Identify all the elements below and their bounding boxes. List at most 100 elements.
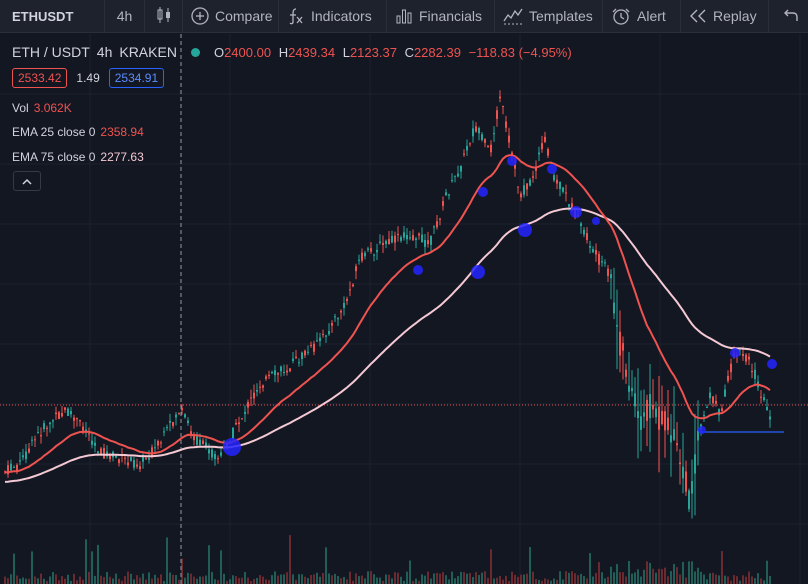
volume-bar (628, 560, 630, 584)
undo-button[interactable] (769, 0, 807, 33)
candle-body (271, 371, 273, 374)
candle-body (202, 440, 204, 445)
candle-body (13, 466, 15, 468)
candle-body (328, 331, 330, 335)
chevron-up-icon (22, 172, 32, 190)
candle-body (211, 449, 213, 458)
symbol-search-button[interactable]: ETHUSDT (0, 0, 105, 33)
volume-bar (385, 574, 387, 584)
ema25-legend[interactable]: EMA 25 close 0 2358.94 (12, 125, 144, 139)
candle-body (127, 462, 129, 466)
collapse-legend-button[interactable] (13, 171, 41, 191)
candle-body (628, 385, 630, 392)
volume-bar (190, 573, 192, 584)
volume-bar (556, 579, 558, 584)
alert-button[interactable]: Alert (603, 0, 681, 33)
volume-bar (58, 580, 60, 584)
candles-icon (156, 6, 172, 27)
volume-bar (316, 572, 318, 584)
candle-body (367, 248, 369, 250)
candle-body (448, 194, 450, 196)
volume-bar (229, 579, 231, 584)
candle-body (124, 457, 126, 459)
volume-bar (412, 580, 414, 584)
volume-bar (139, 577, 141, 584)
templates-button[interactable]: Templates (495, 0, 603, 33)
volume-bar (193, 576, 195, 584)
volume-bar (526, 573, 528, 584)
volume-bar (382, 580, 384, 584)
candle-body (391, 235, 393, 243)
candle-body (196, 436, 198, 445)
candle-body (49, 422, 51, 425)
volume-bar (208, 545, 210, 584)
price-chart[interactable] (0, 34, 808, 584)
volume-bar (700, 571, 702, 584)
compare-button[interactable]: Compare (183, 0, 279, 33)
candle-body (622, 343, 624, 351)
volume-bar (172, 574, 174, 584)
candle-body (400, 237, 402, 241)
volume-bar (22, 577, 24, 584)
volume-bar (121, 580, 123, 584)
ema25-line (4, 154, 771, 474)
volume-bars (4, 535, 771, 584)
volume-bar (427, 571, 429, 584)
ema25-label: EMA 25 close 0 (12, 125, 96, 139)
candle-body (514, 164, 516, 169)
volume-bar (622, 572, 624, 584)
candle-body (406, 234, 408, 240)
legend-exchange: KRAKEN (119, 44, 177, 60)
volume-bar (742, 575, 744, 584)
volume-bar (472, 576, 474, 584)
volume-bar (697, 567, 699, 584)
candle-body (496, 110, 498, 119)
volume-bar (376, 577, 378, 584)
legend-symbol: ETH / USDT (12, 44, 90, 60)
signal-marker (471, 265, 485, 279)
candle-body (193, 434, 195, 441)
volume-bar (349, 571, 351, 584)
candle-body (244, 411, 246, 414)
volume-bar (64, 578, 66, 584)
volume-bar (763, 580, 765, 584)
candle-body (292, 358, 294, 361)
volume-bar (577, 575, 579, 584)
indicators-button[interactable]: Indicators (279, 0, 387, 33)
candle-body (82, 426, 84, 431)
candle-body (7, 465, 9, 475)
candle-body (205, 442, 207, 446)
candle-body (637, 411, 639, 419)
candle-body (79, 419, 81, 422)
volume-bar (166, 537, 168, 584)
volume-bar (130, 573, 132, 584)
volume-bar (613, 572, 615, 584)
candle-body (595, 250, 597, 255)
volume-bar (88, 571, 90, 584)
candle-body (187, 420, 189, 424)
volume-bar (148, 572, 150, 584)
candle-body (268, 374, 270, 377)
interval-button[interactable]: 4h (105, 0, 145, 33)
volume-bar (247, 577, 249, 584)
financials-button[interactable]: Financials (387, 0, 495, 33)
candle-body (10, 463, 12, 471)
sell-price-button[interactable]: 2533.42 (12, 68, 68, 88)
replay-button[interactable]: Replay (681, 0, 769, 33)
candle-body (766, 406, 768, 410)
candle-body (583, 229, 585, 235)
buy-price-button[interactable]: 2534.91 (108, 68, 165, 88)
candle-body (148, 457, 150, 460)
candle-body (109, 454, 111, 460)
volume-legend[interactable]: Vol 3.062K (12, 101, 72, 115)
chart-type-button[interactable] (145, 0, 183, 33)
signal-marker (767, 359, 777, 369)
candle-body (691, 481, 693, 494)
high-label: H (278, 44, 289, 60)
volume-bar (265, 579, 267, 584)
ema75-legend[interactable]: EMA 75 close 0 2277.63 (12, 150, 144, 164)
candle-body (310, 344, 312, 346)
volume-bar (460, 571, 462, 584)
candle-body (103, 448, 105, 459)
candle-body (538, 152, 540, 155)
